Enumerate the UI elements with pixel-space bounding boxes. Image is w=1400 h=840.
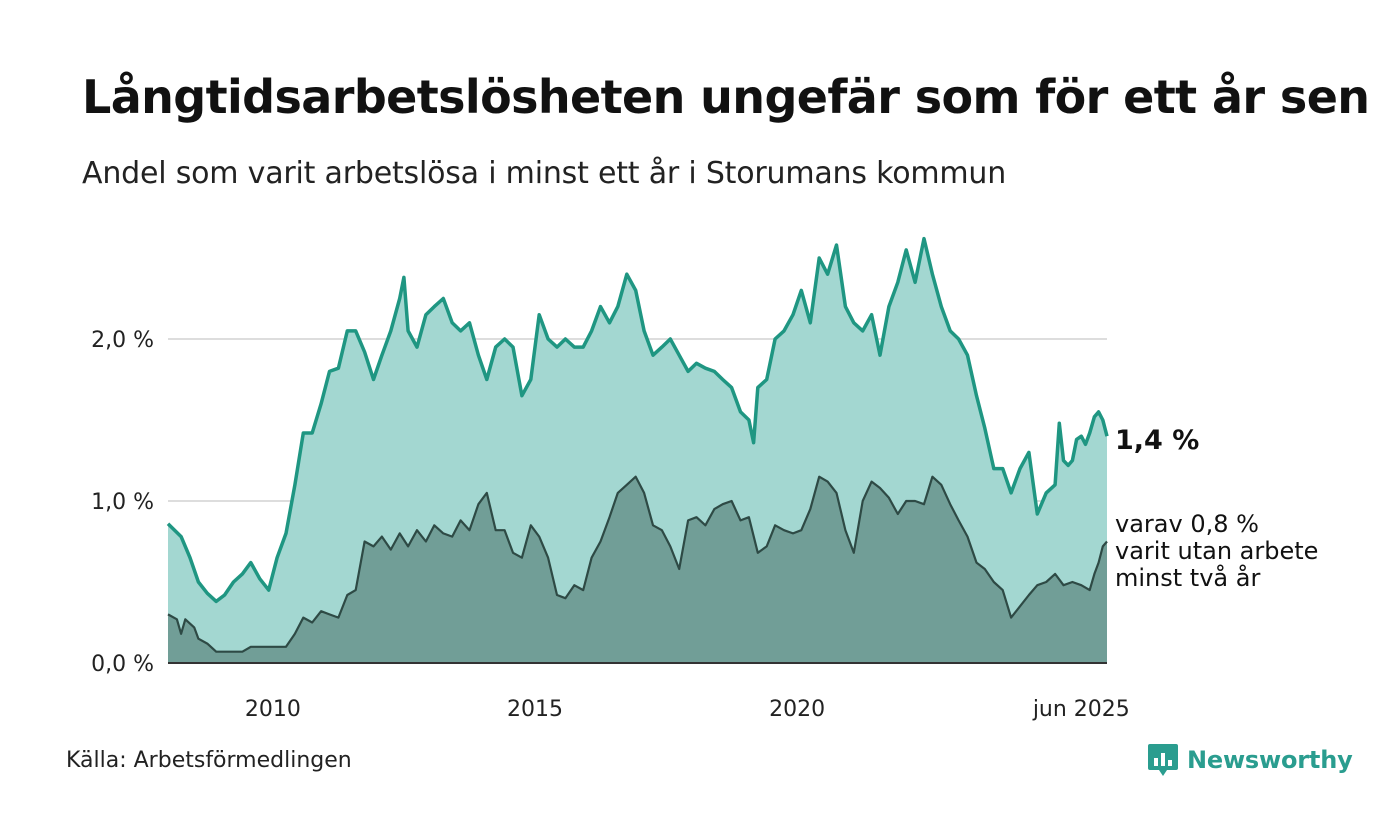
newsworthy-logo-icon xyxy=(1148,744,1178,776)
secondary-label-line-3: minst två år xyxy=(1115,563,1260,592)
chart-title: Långtidsarbetslösheten ungefär som för e… xyxy=(82,70,1370,124)
chart-subtitle: Andel som varit arbetslösa i minst ett å… xyxy=(82,156,1007,191)
area-minst-tva-ar xyxy=(168,476,1107,663)
y-tick-label: 2,0 % xyxy=(91,328,154,353)
y-tick-label: 0,0 % xyxy=(91,652,154,677)
main-value-label: 1,4 % xyxy=(1115,425,1199,456)
x-tick-label: 2020 xyxy=(769,697,825,722)
x-tick-label: jun 2025 xyxy=(1032,697,1130,722)
secondary-label-line-1: varav 0,8 % xyxy=(1115,510,1259,538)
brand-name: Newsworthy xyxy=(1187,746,1353,774)
line-minst-ett-ar xyxy=(166,236,1109,604)
newsworthy-brand[interactable]: Newsworthy xyxy=(1147,742,1353,778)
x-tick-label: 2015 xyxy=(507,697,563,722)
x-axis-ticks: 2010 2015 2020 jun 2025 xyxy=(245,697,1130,722)
y-axis-ticks: 0,0 % 1,0 % 2,0 % xyxy=(91,328,154,677)
x-tick-label: 2010 xyxy=(245,697,301,722)
line-minst-tva-ar xyxy=(167,475,1108,653)
secondary-label-line-2: varit utan arbete xyxy=(1115,537,1318,565)
y-tick-label: 1,0 % xyxy=(91,490,154,515)
source-label: Källa: Arbetsförmedlingen xyxy=(66,748,352,773)
